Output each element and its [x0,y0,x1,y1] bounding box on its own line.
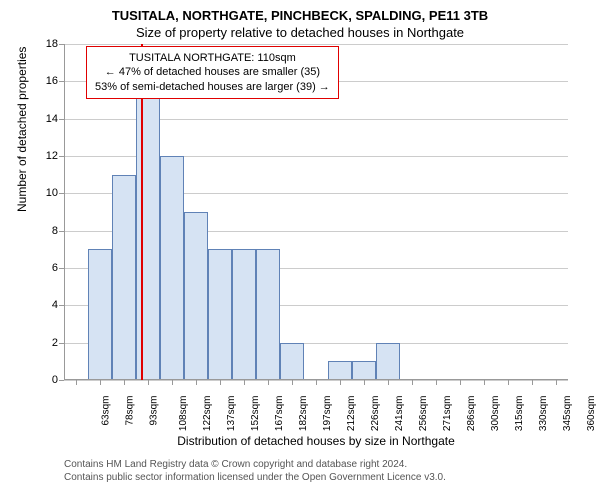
chart-title-main: TUSITALA, NORTHGATE, PINCHBECK, SPALDING… [0,0,600,23]
histogram-bar [280,343,304,380]
histogram-bar [160,156,184,380]
y-axis-label: Number of detached properties [15,47,29,212]
histogram-bar [352,361,376,380]
x-tick-label: 286sqm [466,396,477,432]
histogram-bar [232,249,256,380]
y-tick-label: 12 [46,150,64,162]
histogram-bar [328,361,352,380]
histogram-bar [88,249,112,380]
x-tick-label: 182sqm [298,396,309,432]
x-tick-label: 241sqm [394,396,405,432]
x-tick-label: 345sqm [562,396,573,432]
y-tick-label: 4 [52,299,64,311]
x-tick-label: 63sqm [101,396,112,426]
x-tick-label: 152sqm [250,396,261,432]
chart-title-sub: Size of property relative to detached ho… [0,23,600,40]
y-tick-label: 8 [52,225,64,237]
x-tick-label: 300sqm [490,396,501,432]
x-tick-label: 256sqm [418,396,429,432]
histogram-bar [184,212,208,380]
x-tick-label: 137sqm [226,396,237,432]
x-tick-label: 226sqm [370,396,381,432]
y-tick-label: 6 [52,262,64,274]
x-tick-label: 271sqm [442,396,453,432]
property-callout: TUSITALA NORTHGATE: 110sqm ← 47% of deta… [86,46,339,99]
x-tick-label: 93sqm [149,396,160,426]
y-tick-label: 14 [46,113,64,125]
credits-line1: Contains HM Land Registry data © Crown c… [64,458,446,471]
x-tick-label: 315sqm [514,396,525,432]
callout-line3: 53% of semi-detached houses are larger (… [95,80,330,94]
credits-text: Contains HM Land Registry data © Crown c… [64,458,446,484]
y-tick-label: 10 [46,187,64,199]
x-tick-label: 108sqm [178,396,189,432]
histogram-bar [112,175,136,380]
histogram-bar [256,249,280,380]
callout-line2: ← 47% of detached houses are smaller (35… [95,65,330,79]
histogram-bar [376,343,400,380]
grid-line [64,44,568,45]
credits-line2: Contains public sector information licen… [64,471,446,484]
y-tick-label: 16 [46,75,64,87]
x-tick-label: 78sqm [125,396,136,426]
histogram-bar [136,81,160,380]
y-tick-label: 2 [52,337,64,349]
y-tick-label: 0 [52,374,64,386]
x-tick-label: 197sqm [322,396,333,432]
x-tick-label: 360sqm [586,396,597,432]
x-tick-label: 122sqm [202,396,213,432]
x-axis-label: Distribution of detached houses by size … [64,434,568,448]
x-tick-label: 330sqm [538,396,549,432]
x-tick-label: 167sqm [274,396,285,432]
y-tick-label: 18 [46,38,64,50]
x-tick-label: 212sqm [346,396,357,432]
callout-line1: TUSITALA NORTHGATE: 110sqm [95,51,330,65]
histogram-bar [208,249,232,380]
